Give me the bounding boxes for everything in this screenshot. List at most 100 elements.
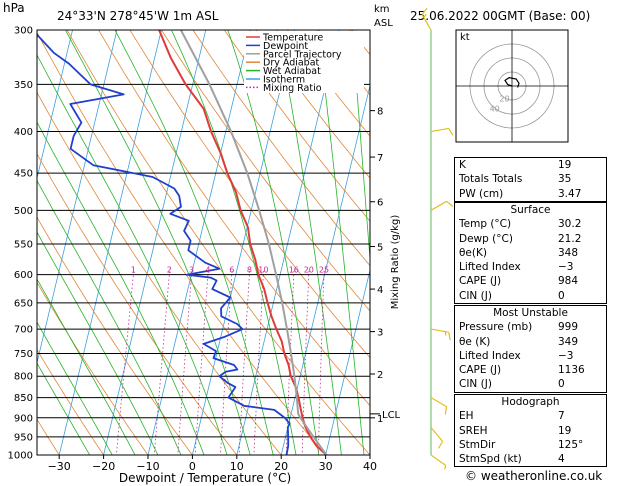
legend-entry: Wet Adiabat xyxy=(263,66,321,77)
dry-adiabat-line xyxy=(223,30,370,222)
isotherm-line xyxy=(103,30,207,455)
mixing-ratio-label: 16 xyxy=(289,266,299,275)
mixing-ratio-line xyxy=(253,268,265,455)
mixing-ratio-line xyxy=(153,268,171,455)
dry-adiabat-line xyxy=(192,30,370,267)
background-lines xyxy=(37,30,370,455)
row-key: CAPE (J) xyxy=(459,364,502,377)
pressure-tick-label: 850 xyxy=(14,393,33,404)
legend-entry: Mixing Ratio xyxy=(263,83,322,94)
table-row: CIN (J) 0 xyxy=(455,377,606,391)
footer-credit[interactable]: © weatheronline.co.uk xyxy=(465,469,603,483)
table-row: CIN (J) 0 xyxy=(455,289,606,303)
row-key: Pressure (mb) xyxy=(459,321,533,334)
mixing-ratio-axis-label: Mixing Ratio (g/kg) xyxy=(390,215,401,310)
km-tick-label: 6 xyxy=(377,198,383,209)
mixing-ratio-line xyxy=(317,268,325,455)
barb-flag xyxy=(438,440,444,449)
mixing-ratio-line xyxy=(238,268,251,455)
row-value: 125° xyxy=(558,438,584,451)
row-key: θe(K) xyxy=(459,246,487,259)
pressure-tick-label: 750 xyxy=(14,349,33,360)
table-row: PW (cm) 3.47 xyxy=(455,187,606,201)
wind-barb xyxy=(430,328,451,341)
table-row: Pressure (mb) 999 xyxy=(455,320,606,334)
row-value: 7 xyxy=(558,410,565,423)
row-key: EH xyxy=(459,410,474,423)
row-value: 984 xyxy=(558,275,579,288)
dry-adiabat-line xyxy=(37,418,60,455)
asl-label: ASL xyxy=(374,18,393,29)
dry-adiabat-line xyxy=(37,348,105,455)
x-tick-label: −10 xyxy=(136,460,159,473)
dry-adiabat-line xyxy=(255,30,370,179)
dewpoint-line xyxy=(37,33,291,455)
dry-adiabat-line xyxy=(286,30,370,137)
legend-entry: Isotherm xyxy=(263,75,305,86)
pressure-tick-label: 400 xyxy=(14,127,33,138)
barb-shaft xyxy=(430,397,447,408)
mixing-ratio-label: 1 xyxy=(131,266,136,275)
lcl-label: LCL xyxy=(382,410,401,421)
legend-entry: Parcel Trajectory xyxy=(263,49,342,60)
km-tick-label: 3 xyxy=(377,328,383,339)
wind-barb xyxy=(430,397,448,415)
barb-flag xyxy=(444,331,447,336)
pressure-tick-label: 300 xyxy=(14,26,33,37)
pressure-tick-label: 450 xyxy=(14,169,33,180)
row-value: 19 xyxy=(558,159,572,171)
most-unstable-title: Most Unstable xyxy=(493,307,568,319)
row-value: 0 xyxy=(558,378,565,391)
mixing-ratio-label: 2 xyxy=(167,266,172,275)
km-tick-label: 4 xyxy=(377,285,383,296)
table-row: Lifted Index −3 xyxy=(455,260,606,274)
wind-barb xyxy=(421,7,432,31)
row-key: StmDir xyxy=(459,438,496,451)
mixing-ratio-label: 25 xyxy=(319,266,329,275)
row-key: CIN (J) xyxy=(459,378,492,391)
barb-flag xyxy=(448,128,454,136)
row-value: 1136 xyxy=(558,364,585,377)
temperature-line xyxy=(158,30,328,455)
hodograph-panel: Hodograph EH 7 SREH 19 StmDir 125° StmSpd (kt)… xyxy=(454,394,607,468)
isotherm-line xyxy=(37,30,73,180)
row-key: Lifted Index xyxy=(459,261,521,274)
table-row: EH 7 xyxy=(455,409,606,423)
most-unstable-panel: Most Unstable Pressure (mb) 999 θe (K) 349 L… xyxy=(454,305,607,393)
barb-shaft xyxy=(430,127,449,133)
table-row: Lifted Index −3 xyxy=(455,349,606,363)
mixing-ratio-label: 6 xyxy=(229,266,234,275)
barb-flag xyxy=(421,7,428,15)
wet-adiabat-line xyxy=(37,321,113,455)
x-tick-label: 40 xyxy=(363,460,377,473)
x-tick-label: −30 xyxy=(48,460,71,473)
pressure-unit: hPa xyxy=(3,1,25,15)
axes: 3003504004505005506006507007508008509009… xyxy=(8,26,401,474)
table-row: θe(K) 348 xyxy=(455,246,606,260)
row-value: 348 xyxy=(558,246,579,259)
profile-lines xyxy=(37,30,328,455)
x-tick-label: −20 xyxy=(92,460,115,473)
pressure-tick-label: 550 xyxy=(14,239,33,250)
wet-adiabat-line xyxy=(64,30,251,455)
x-tick-label: 20 xyxy=(274,460,288,473)
table-row: CAPE (J) 1136 xyxy=(455,363,606,377)
table-row: StmDir 125° xyxy=(455,438,606,452)
row-value: 999 xyxy=(558,321,579,334)
mixing-ratio-label: 4 xyxy=(205,266,210,275)
row-value: 19 xyxy=(558,424,572,437)
table-row: Temp (°C) 30.2 xyxy=(455,217,606,231)
wet-adiabat-line xyxy=(351,30,370,264)
datetime: 25.06.2022 00GMT (Base: 00) xyxy=(410,9,590,23)
hodograph-unit: kt xyxy=(460,32,470,43)
pressure-tick-label: 1000 xyxy=(8,451,33,462)
pressure-tick-label: 500 xyxy=(14,206,33,217)
mixing-ratio-label: 8 xyxy=(247,266,252,275)
location-title: 24°33'N 278°45'W 1m ASL xyxy=(57,9,219,23)
surface-title: Surface xyxy=(510,204,551,216)
x-tick-label: 10 xyxy=(230,460,244,473)
row-key: CIN (J) xyxy=(459,289,492,302)
legend-box xyxy=(244,31,364,93)
